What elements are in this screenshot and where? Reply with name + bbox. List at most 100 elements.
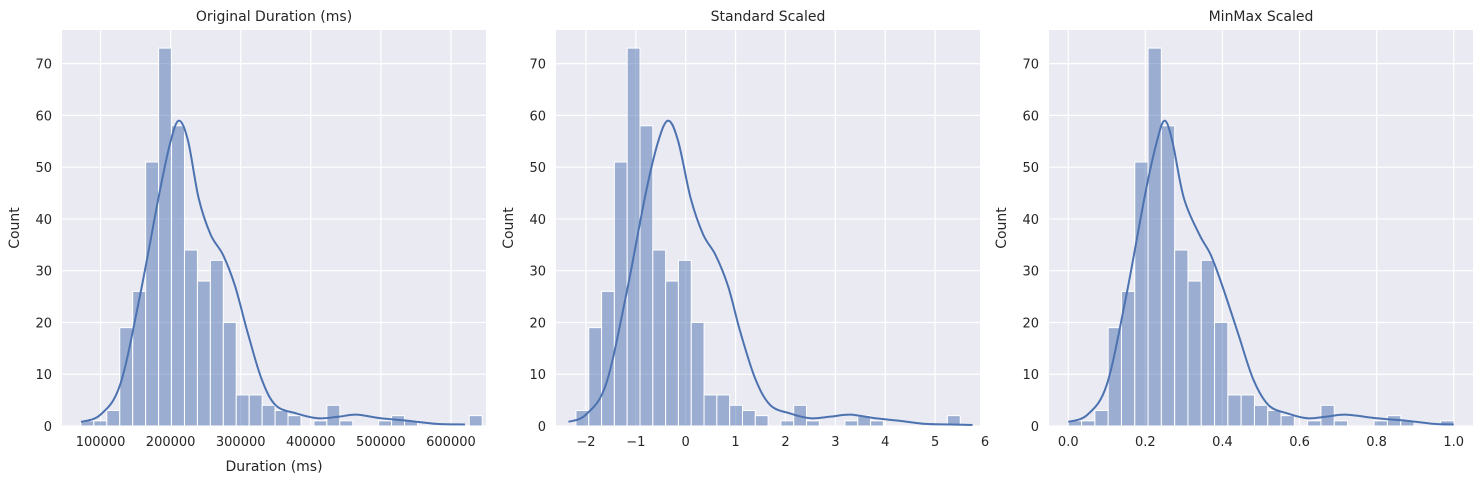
- y-tick-label: 10: [35, 368, 52, 383]
- y-tick-label: 30: [529, 265, 546, 280]
- y-tick-label: 70: [529, 58, 546, 73]
- histogram-bar: [1240, 394, 1255, 427]
- histogram-bar: [1333, 420, 1349, 427]
- histogram-bar: [1373, 420, 1388, 427]
- histogram-bar: [652, 249, 667, 427]
- y-tick-label: 60: [1022, 109, 1039, 124]
- kde-curve: [1067, 119, 1454, 426]
- histogram-bar: [870, 420, 884, 427]
- y-tick-label: 30: [1022, 265, 1039, 280]
- x-tick-label: 100000: [76, 435, 126, 450]
- histogram-bar: [1081, 420, 1096, 427]
- histogram-bar: [248, 394, 263, 427]
- histogram-bar: [1227, 394, 1242, 427]
- subplot-1: 100000 200000 300000 400000 500000 600000 0 10 2…: [7, 9, 486, 475]
- histogram-bar: [754, 415, 769, 427]
- histogram-bar: [665, 280, 679, 427]
- y-tick-label: 40: [35, 213, 52, 228]
- histogram-bar: [1187, 280, 1202, 427]
- histogram-bar: [158, 47, 173, 427]
- y-tick-label: 0: [44, 420, 52, 435]
- histogram-bar: [1214, 321, 1229, 427]
- histogram-bar: [183, 249, 198, 427]
- histogram-bar: [222, 321, 237, 427]
- x-axis-label: Duration (ms): [225, 459, 322, 475]
- x-tick-label: 3: [831, 435, 839, 450]
- y-tick-label: 70: [1022, 58, 1039, 73]
- y-axis-label: Count: [501, 207, 517, 249]
- x-tick-label: 0.8: [1366, 435, 1387, 450]
- y-tick-label: 50: [35, 161, 52, 176]
- histogram-bar: [677, 259, 692, 427]
- x-tick-label: 400000: [286, 435, 336, 450]
- histogram-bar: [844, 420, 859, 427]
- histogram-bar: [326, 404, 341, 427]
- histogram-bar: [806, 420, 820, 427]
- x-tick-label: 5: [931, 435, 939, 450]
- y-tick-label: 50: [529, 161, 546, 176]
- y-tick-label: 30: [35, 265, 52, 280]
- y-tick-label: 10: [529, 368, 546, 383]
- x-tick-label: 6: [981, 435, 989, 450]
- subplot-title: MinMax Scaled: [1209, 9, 1314, 25]
- x-tick-label: 0: [682, 435, 690, 450]
- x-tick-label: 1: [731, 435, 739, 450]
- histogram-bar: [145, 161, 160, 427]
- x-tick-label: 4: [881, 435, 889, 450]
- histogram-bar: [1280, 415, 1295, 427]
- x-tick-label: −1: [626, 435, 645, 450]
- y-tick-label: 60: [529, 109, 546, 124]
- histogram-bar: [1094, 409, 1109, 427]
- histogram-bar: [946, 415, 961, 427]
- histogram-bar: [106, 409, 121, 427]
- histogram-bar: [378, 420, 393, 427]
- y-tick-label: 10: [1022, 368, 1039, 383]
- histogram-bar: [313, 420, 328, 427]
- x-tick-label: 0.0: [1058, 435, 1079, 450]
- y-tick-label: 50: [1022, 161, 1039, 176]
- x-tick-label: 2: [781, 435, 789, 450]
- y-tick-label: 40: [1022, 213, 1039, 228]
- histogram-bar: [1174, 249, 1189, 427]
- y-tick-label: 20: [1022, 316, 1039, 331]
- histogram-bars: [80, 47, 483, 427]
- y-axis-label: Count: [7, 207, 23, 249]
- histogram-bar: [93, 420, 108, 427]
- y-tick-label: 0: [538, 420, 546, 435]
- histogram-bar: [196, 280, 211, 427]
- x-tick-label: 500000: [356, 435, 406, 450]
- x-tick-label: 300000: [216, 435, 266, 450]
- histogram-bar: [1147, 47, 1162, 427]
- histogram-bar: [613, 161, 628, 427]
- histogram-bar: [339, 420, 354, 427]
- x-tick-label: 0.6: [1289, 435, 1310, 450]
- x-tick-label: 600000: [426, 435, 476, 450]
- histogram-bar: [274, 409, 289, 427]
- y-tick-label: 20: [35, 316, 52, 331]
- x-tick-label: −2: [576, 435, 595, 450]
- y-tick-label: 40: [529, 213, 546, 228]
- y-tick-label: 60: [35, 109, 52, 124]
- histogram-bar: [235, 394, 250, 427]
- histogram-bar: [716, 394, 731, 427]
- histogram-bar: [209, 259, 224, 427]
- histogram-bar: [1253, 404, 1269, 427]
- histogram-bar: [132, 290, 147, 427]
- y-tick-label: 0: [1031, 420, 1039, 435]
- histogram-bar: [1267, 409, 1282, 427]
- histogram-bar: [261, 404, 276, 427]
- histogram-bar: [780, 420, 795, 427]
- kde-curve: [80, 119, 465, 426]
- histogram-bar: [729, 404, 743, 427]
- kde-curve: [568, 119, 973, 426]
- x-tick-label: 0.2: [1135, 435, 1156, 450]
- histogram-bar: [1200, 259, 1216, 427]
- x-tick-label: 1.0: [1443, 435, 1464, 450]
- histogram-bar: [287, 415, 302, 427]
- histogram-bar: [1107, 327, 1122, 427]
- subplot-3: 0.0 0.2 0.4 0.6 0.8 1.0 0 10 20 30 40 50 60 70 MinMax …: [994, 9, 1473, 450]
- y-tick-label: 20: [529, 316, 546, 331]
- histogram-bar: [1307, 420, 1322, 427]
